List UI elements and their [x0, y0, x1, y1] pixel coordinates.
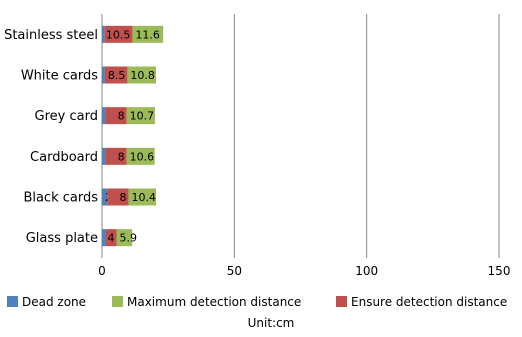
gridlines [101, 14, 500, 258]
bar-segment [105, 229, 117, 247]
legend-label: Maximum detection distance [127, 295, 301, 309]
bar-segment [126, 147, 155, 165]
x-tick-label: 0 [98, 264, 106, 278]
bar-segment [102, 147, 106, 165]
bars: 110.511.61.18.510.81.3810.71.3810.62810.… [102, 25, 164, 247]
legend: Dead zone Maximum detection distance Ensur… [7, 295, 507, 309]
category-label: Stainless steel [4, 28, 98, 43]
data-label: 5.9 [120, 232, 138, 245]
data-label: 11.6 [135, 28, 160, 41]
data-label: 10.6 [130, 150, 155, 163]
bar-segment [105, 107, 127, 125]
data-label: 4 [108, 232, 115, 245]
legend-label: Dead zone [22, 295, 86, 309]
bar-segment [102, 25, 105, 43]
x-tick-label: 150 [488, 264, 511, 278]
category-label: Black cards [23, 191, 98, 206]
data-label: 10.7 [130, 110, 155, 123]
data-label: 10.4 [131, 191, 156, 204]
bar-segment [104, 25, 133, 43]
bar-segment [116, 229, 133, 247]
category-label: Cardboard [30, 150, 98, 165]
category-label: Grey card [35, 109, 98, 124]
bar-segment [102, 107, 106, 125]
data-label: 10.8 [130, 69, 155, 82]
bar-segment [102, 229, 106, 247]
data-label: 8 [118, 150, 125, 163]
legend-label: Ensure detection distance [351, 295, 507, 309]
category-labels: Stainless steel White cards Grey card Cardb… [4, 28, 98, 246]
x-axis-ticks: 0 50 100 150 [98, 264, 510, 278]
x-tick-label: 100 [355, 264, 378, 278]
legend-swatch [336, 296, 347, 307]
legend-swatch [112, 296, 123, 307]
category-label: White cards [21, 69, 98, 84]
category-label: Glass plate [26, 231, 98, 246]
bar-segment [102, 66, 105, 84]
data-label: 8 [118, 110, 125, 123]
data-label: 8.5 [108, 69, 126, 82]
bar-segment [128, 188, 156, 206]
bar-segment [105, 147, 127, 165]
data-label: 8 [119, 191, 126, 204]
bar-segment [102, 188, 108, 206]
bar-segment [126, 107, 155, 125]
legend-swatch [7, 296, 18, 307]
unit-label: Unit:cm [248, 316, 295, 330]
bar-segment [107, 188, 129, 206]
data-label: 10.5 [106, 28, 131, 41]
bar-segment [127, 66, 156, 84]
x-tick-label: 50 [227, 264, 242, 278]
bar-segment [132, 25, 164, 43]
bar-segment [104, 66, 128, 84]
